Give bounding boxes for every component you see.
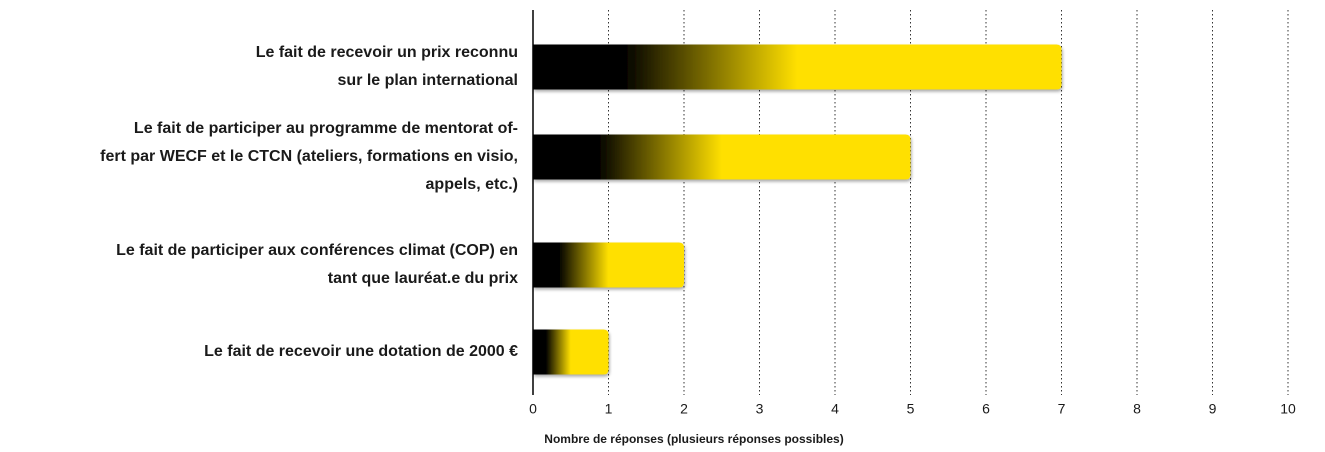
x-tick-label: 7 — [1058, 401, 1066, 417]
bar — [533, 44, 1062, 90]
x-tick-label: 6 — [982, 401, 990, 417]
category-label: Le fait de participer au programme de me… — [100, 120, 518, 193]
x-tick-label: 0 — [529, 401, 537, 417]
category-label: Le fait de recevoir une dotation de 2000… — [204, 343, 518, 360]
category-label: Le fait de participer aux conférences cl… — [116, 242, 518, 287]
x-tick-label: 2 — [680, 401, 688, 417]
category-label: Le fait de recevoir un prix reconnu sur l… — [256, 44, 518, 89]
bar — [533, 329, 609, 375]
bar — [533, 134, 911, 180]
x-tick-label: 5 — [907, 401, 915, 417]
x-tick-label: 1 — [605, 401, 613, 417]
x-tick-label: 4 — [831, 401, 839, 417]
x-tick-label: 3 — [756, 401, 764, 417]
x-tick-label: 9 — [1209, 401, 1217, 417]
x-tick-label: 10 — [1280, 401, 1296, 417]
bar — [533, 242, 684, 288]
x-tick-label: 8 — [1133, 401, 1141, 417]
x-axis-label: Nombre de réponses (plusieurs réponses p… — [544, 432, 843, 446]
